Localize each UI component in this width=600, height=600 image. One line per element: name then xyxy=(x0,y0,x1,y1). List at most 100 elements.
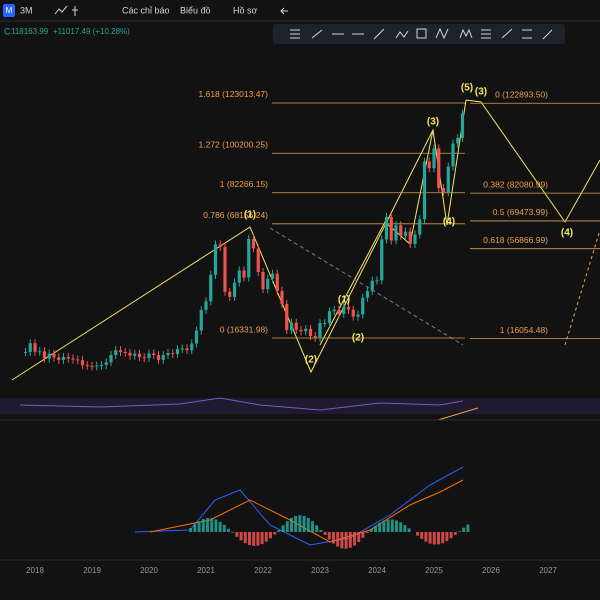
macd-bar xyxy=(218,521,222,532)
candle-body xyxy=(318,323,322,338)
macd-bar xyxy=(344,532,348,549)
macd-bar xyxy=(403,525,407,532)
macd-bar xyxy=(416,532,419,536)
candle-body xyxy=(109,355,113,363)
x-tick-label: 2020 xyxy=(140,566,158,575)
candle-body xyxy=(460,113,465,139)
drawing-tools[interactable] xyxy=(290,27,553,40)
macd-bar xyxy=(256,532,260,546)
legend-prefix: C xyxy=(4,26,11,36)
wave-label: (2) xyxy=(305,355,317,366)
macd-bar xyxy=(441,532,445,544)
macd-bar xyxy=(466,524,470,532)
macd-bar xyxy=(285,521,289,532)
projection-dashed xyxy=(564,229,600,346)
macd-bar xyxy=(315,525,319,532)
candle-body xyxy=(90,365,94,367)
candle-body xyxy=(80,360,85,366)
candle-body xyxy=(351,309,355,317)
candle-body xyxy=(308,328,313,337)
candle-body xyxy=(156,355,161,360)
macd-bar xyxy=(201,519,205,532)
wave-label: (2) xyxy=(352,333,364,344)
macd-bar xyxy=(348,532,352,548)
macd-bar xyxy=(378,522,382,532)
candle-body xyxy=(394,225,398,241)
top-toolbar: M 3M Các chỉ báo Biểu đồ Hồ sơ xyxy=(0,4,600,22)
wave-label: (3) xyxy=(475,87,487,98)
candle-body xyxy=(261,271,265,290)
candle-body xyxy=(218,244,222,247)
macd-bar xyxy=(445,532,449,542)
candle-body xyxy=(389,216,393,241)
candle-body xyxy=(446,166,450,193)
x-tick-label: 2027 xyxy=(539,566,557,575)
macd-line xyxy=(134,466,464,546)
wave-label: (3) xyxy=(427,117,439,128)
candle-body xyxy=(380,239,384,281)
macd-bar xyxy=(340,532,344,549)
candle-body xyxy=(232,282,237,297)
legend-change: +11017.49 (+10.28%) xyxy=(53,27,130,36)
candle-body xyxy=(432,148,436,169)
macd-bar xyxy=(273,532,277,535)
candle-body xyxy=(313,336,317,338)
candle-body xyxy=(332,309,336,312)
macd-bar xyxy=(399,522,403,532)
macd-bar xyxy=(462,527,466,532)
macd-bar xyxy=(193,524,197,532)
wave-line xyxy=(11,99,467,381)
candle-body xyxy=(28,343,32,352)
candle-body xyxy=(61,357,66,360)
candle-body xyxy=(413,234,417,245)
undo[interactable] xyxy=(280,7,288,15)
candle-body xyxy=(175,349,180,354)
x-tick-label: 2021 xyxy=(197,566,215,575)
x-tick-label: 2023 xyxy=(311,566,329,575)
macd-bar xyxy=(453,532,457,535)
macd-bar xyxy=(449,532,453,539)
candle-body xyxy=(299,329,303,332)
candle-body xyxy=(247,238,251,278)
candle-body xyxy=(114,350,118,356)
macd-bar xyxy=(374,525,377,532)
toolbar-icons[interactable] xyxy=(54,5,78,16)
candle-body xyxy=(256,248,260,272)
candle-body xyxy=(38,351,42,353)
projection-line xyxy=(465,99,600,223)
candle-body xyxy=(342,306,346,315)
candle-body xyxy=(85,365,89,367)
candle-body xyxy=(237,270,241,283)
x-tick-label: 2025 xyxy=(425,566,443,575)
candle-body xyxy=(294,322,298,330)
rsi-band xyxy=(0,398,600,414)
wave-label: (1) xyxy=(338,295,350,306)
chart-type-button[interactable]: Biểu đồ xyxy=(180,5,211,15)
candle-body xyxy=(275,273,279,291)
fib-label: 1 (16054.48) xyxy=(500,325,548,335)
macd-bar xyxy=(428,532,432,544)
macd-bar xyxy=(252,532,256,546)
symbol-badge[interactable]: M xyxy=(6,6,13,15)
candle-body xyxy=(123,351,127,353)
candle-body xyxy=(323,323,327,325)
candle-body xyxy=(346,306,351,310)
candle-body xyxy=(128,352,132,356)
interval[interactable]: 3M xyxy=(20,5,33,15)
macd-bar xyxy=(336,532,340,547)
macd-bar xyxy=(353,532,356,546)
profile-button[interactable]: Hồ sơ xyxy=(233,5,258,15)
x-tick-label: 2024 xyxy=(368,566,386,575)
candle-body xyxy=(456,138,460,144)
candle-body xyxy=(137,353,142,358)
macd-bar xyxy=(369,529,373,532)
macd-bar xyxy=(390,519,394,532)
candle-body xyxy=(171,353,175,355)
indicators-button[interactable]: Các chỉ báo xyxy=(122,5,170,15)
candle-body xyxy=(356,314,360,317)
macd-bar xyxy=(214,519,218,532)
drawing-toolbar[interactable] xyxy=(273,24,565,44)
macd-bar xyxy=(306,517,310,532)
macd-bar xyxy=(407,528,411,532)
macd-bar xyxy=(382,520,386,532)
